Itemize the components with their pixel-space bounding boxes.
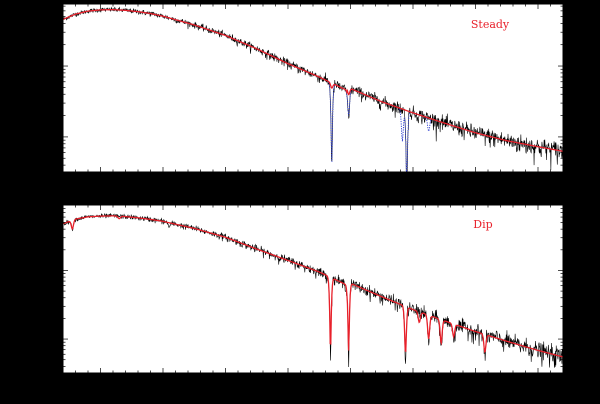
y-axis-label-dip: Flux (counts/m²/s/keV) <box>38 243 47 335</box>
ticks-steady: 10¹ 10² <box>46 3 564 173</box>
y-tick-label: 10² <box>46 266 59 275</box>
panel-label-dip: Dip <box>473 218 492 231</box>
model-curve-dip <box>63 215 563 358</box>
y-tick-label: 10¹ <box>46 335 59 344</box>
x-tick-label: 10 <box>533 377 543 386</box>
frame-steady <box>62 3 564 173</box>
plot-area-steady <box>62 3 564 173</box>
x-axis-label: Energy (keV) <box>286 385 339 394</box>
x-tick-label: 8 <box>410 377 415 386</box>
series-layer-steady <box>63 6 563 172</box>
y-tick-label: 10² <box>46 62 59 71</box>
model-curve-steady <box>63 8 563 152</box>
clipped-series-dip <box>63 212 563 368</box>
x-tick-label: 6 <box>285 377 290 386</box>
ticks-dip: 3 4 5 6 7 8 9 10 10¹ 10² <box>46 204 564 386</box>
series-layer-dip <box>63 212 563 368</box>
frame-dip <box>62 204 564 374</box>
x-tick-label: 4 <box>160 377 165 386</box>
y-tick-label: 10¹ <box>46 133 59 142</box>
panel-steady: 10¹ 10² Steady Flux (counts/m²/s/keV) <box>38 3 564 173</box>
clipped-series-steady <box>63 6 563 172</box>
x-tick-label: 9 <box>473 377 478 386</box>
x-tick-label: 7 <box>348 377 353 386</box>
panel-dip: 3 4 5 6 7 8 9 10 10¹ 10² Dip Flux (counts/m²/s/ke… <box>38 204 564 386</box>
data-trace-dip <box>63 212 563 368</box>
x-tick-label: 3 <box>98 377 103 386</box>
x-tick-label: 5 <box>223 377 228 386</box>
y-axis-label-steady: Flux (counts/m²/s/keV) <box>38 42 47 134</box>
panel-label-steady: Steady <box>471 18 510 31</box>
